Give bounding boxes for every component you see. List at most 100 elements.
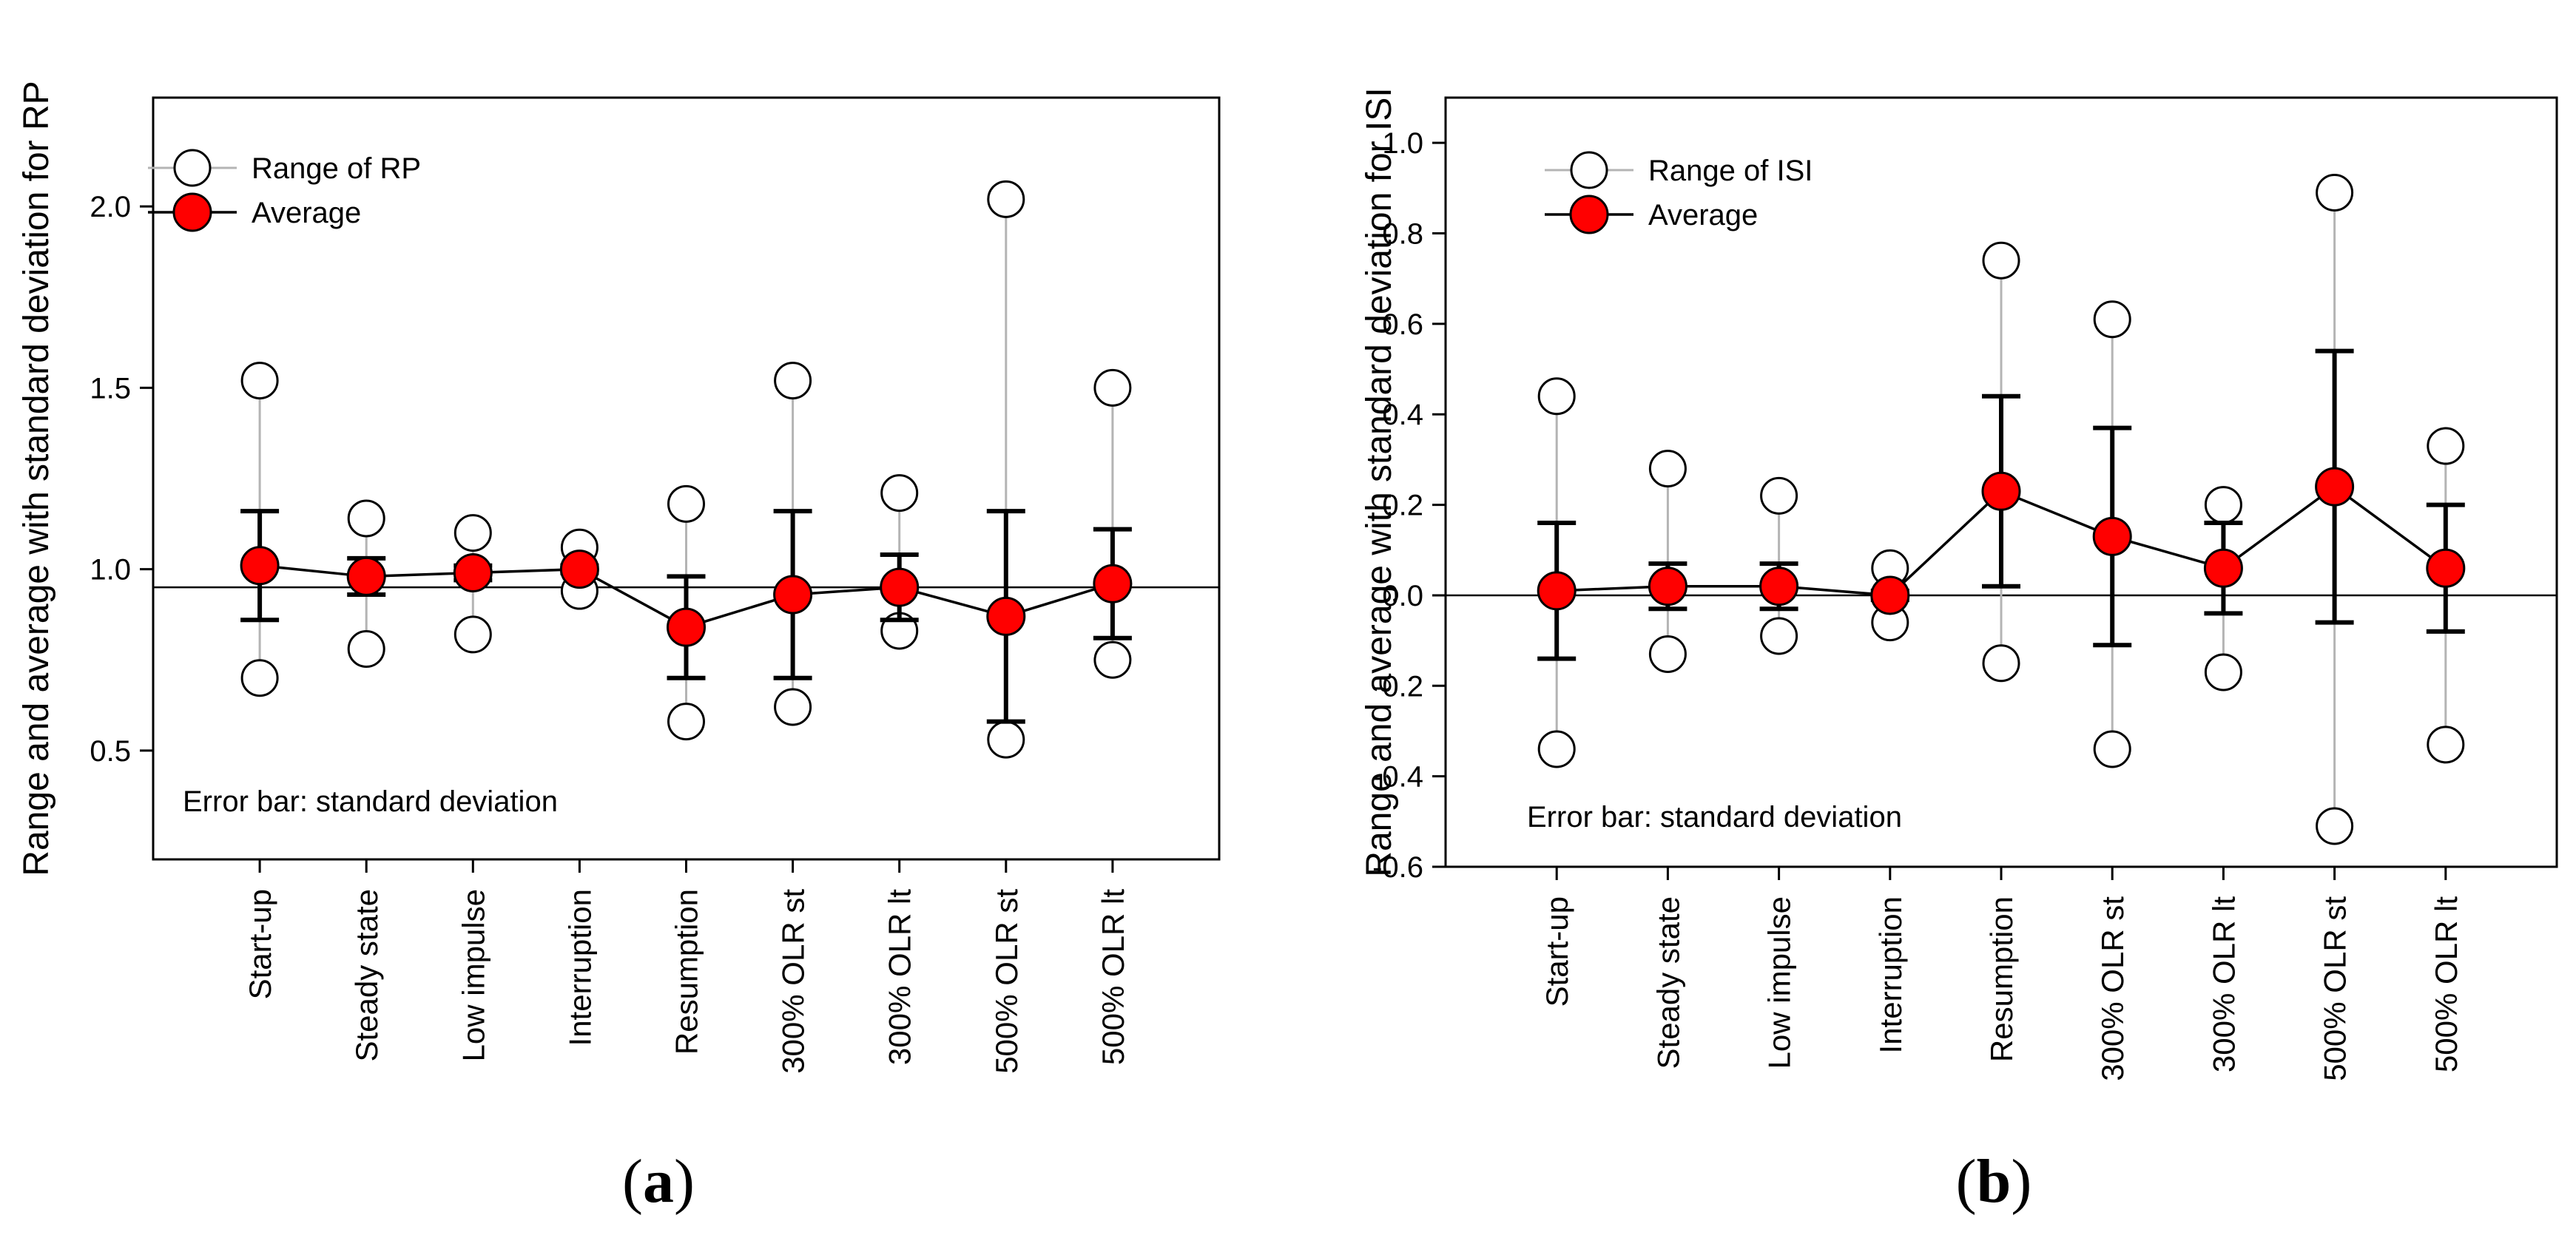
x-tick-label: Steady state — [1651, 896, 1685, 1069]
chart-panel-b: -0.6 -0.4 -0.2 0.0 0.2 0.4 0.6 0.8 1.0 Start-up St… — [1360, 87, 2558, 1216]
y-axis-title: Range and average with standard deviatio… — [17, 81, 56, 876]
x-tick-label: Start-up — [243, 889, 277, 999]
average-point — [1093, 564, 1133, 603]
x-tick-label: 500% OLR st — [989, 889, 1024, 1074]
range-max-point — [347, 499, 385, 538]
range-max-point — [774, 362, 812, 400]
legend-range-marker — [1570, 151, 1608, 189]
range-max-point — [2093, 300, 2131, 339]
y-tick-label: 0.4 — [1382, 399, 1423, 431]
panel-label: (a) — [622, 1147, 695, 1216]
range-max-point — [240, 362, 279, 400]
average-point — [880, 567, 920, 607]
range-min-point — [1760, 617, 1798, 655]
average-point — [1648, 567, 1687, 606]
average-point — [2092, 516, 2132, 556]
legend-average-label: Average — [1648, 199, 1758, 231]
range-max-point — [880, 474, 919, 513]
range-min-point — [2204, 653, 2242, 691]
average-point — [773, 575, 813, 615]
average-point — [2315, 467, 2355, 507]
average-point — [240, 546, 280, 586]
range-min-point — [454, 615, 492, 654]
range-min-point — [240, 659, 279, 697]
average-point — [667, 607, 706, 647]
range-max-point — [1093, 368, 1132, 407]
y-tick-label: 0.6 — [1382, 308, 1423, 341]
range-min-point — [1093, 640, 1132, 679]
range-max-point — [987, 180, 1025, 218]
legend: Range of ISI Average — [1545, 151, 1813, 234]
x-tick-label: Steady state — [349, 889, 384, 1061]
average-point — [986, 596, 1026, 636]
average-point — [2203, 548, 2243, 588]
average-point — [1870, 575, 1910, 615]
annotation-text: Error bar: standard deviation — [183, 785, 558, 818]
x-tick-label: 300% OLR lt — [2206, 896, 2241, 1072]
x-tick-label: Start-up — [1540, 896, 1574, 1007]
y-tick-label: 1.0 — [90, 554, 131, 586]
y-tick-label: 1.0 — [1382, 127, 1423, 160]
panel-label: (b) — [1956, 1147, 2032, 1216]
x-tick-label: 500% OLR st — [2318, 896, 2353, 1081]
y-tick-label: -0.6 — [1372, 851, 1423, 884]
y-tick-label: 0.2 — [1382, 490, 1423, 522]
x-tick-label: Resumption — [670, 889, 704, 1055]
y-axis-title: Range and average with standard deviatio… — [1360, 87, 1399, 876]
x-tick-label: 300% OLR st — [2095, 896, 2130, 1081]
y-tick-label: 2.0 — [90, 191, 131, 223]
range-max-point — [667, 484, 705, 523]
x-tick-label: 500% OLR lt — [2429, 896, 2464, 1072]
y-tick-label: -0.4 — [1372, 761, 1423, 794]
legend-average-marker — [1569, 195, 1609, 234]
range-min-point — [774, 688, 812, 726]
y-tick-label: -0.2 — [1372, 670, 1423, 703]
y-tick-label: 0.0 — [1382, 580, 1423, 612]
range-min-point — [667, 703, 705, 741]
range-min-point — [1648, 635, 1687, 673]
legend-range-label: Range of ISI — [1648, 155, 1813, 187]
y-tick-label: 1.5 — [90, 372, 131, 405]
x-tick-label: 500% OLR lt — [1096, 889, 1130, 1065]
chart-panel-a: 0.5 1.0 1.5 2.0 Start-up Steady state Low impu… — [17, 81, 1221, 1216]
range-min-point — [987, 720, 1025, 759]
range-min-point — [2093, 730, 2131, 768]
range-min-point — [347, 630, 385, 669]
legend: Range of RP Average — [148, 149, 421, 232]
average-point — [453, 553, 493, 593]
annotation-text: Error bar: standard deviation — [1527, 801, 1902, 833]
average-point — [2426, 548, 2466, 588]
range-max-point — [454, 514, 492, 552]
x-tick-label: Low impulse — [456, 889, 490, 1061]
legend-average-label: Average — [252, 197, 361, 229]
range-max-point — [1537, 377, 1576, 416]
y-tick-label: 0.5 — [90, 735, 131, 768]
legend-average-marker — [172, 192, 212, 232]
range-max-point — [2204, 486, 2242, 524]
x-tick-label: 300% OLR st — [776, 889, 811, 1074]
range-max-point — [1648, 450, 1687, 488]
range-min-point — [2427, 726, 2465, 764]
average-point — [1981, 471, 2021, 511]
x-tick-label: 300% OLR lt — [883, 889, 917, 1065]
y-tick-label: 0.8 — [1382, 218, 1423, 251]
range-min-point — [1982, 644, 2020, 683]
average-point — [346, 556, 386, 596]
range-max-point — [2427, 427, 2465, 465]
legend-range-label: Range of RP — [252, 152, 421, 185]
average-point — [1759, 567, 1799, 606]
x-tick-label: Resumption — [1984, 896, 2019, 1062]
average-point — [1537, 571, 1577, 611]
range-max-point — [1982, 241, 2020, 280]
range-min-point — [2316, 807, 2354, 845]
range-max-point — [2316, 173, 2354, 212]
legend-range-marker — [173, 149, 212, 187]
x-tick-label: Interruption — [562, 889, 597, 1046]
average-point — [559, 550, 599, 589]
range-min-point — [1537, 730, 1576, 768]
range-max-point — [1760, 476, 1798, 515]
x-tick-label: Interruption — [1873, 896, 1908, 1053]
x-tick-label: Low impulse — [1762, 896, 1797, 1069]
